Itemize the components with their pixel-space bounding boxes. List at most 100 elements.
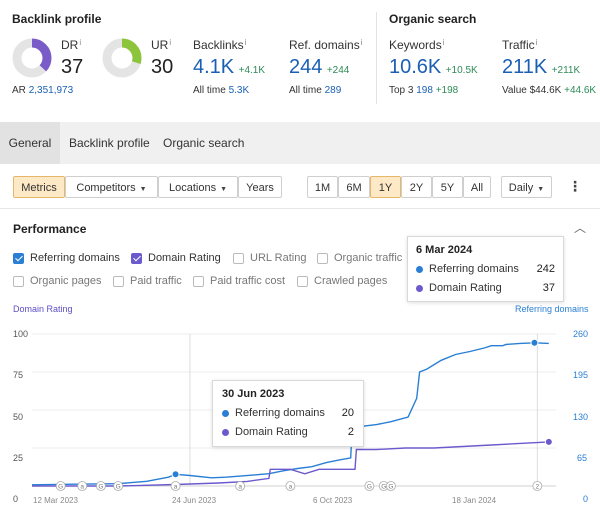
series-line-referring-domains: [31, 342, 549, 486]
tooltip-date: 30 Jun 2023: [222, 388, 285, 400]
range-1y[interactable]: 1Y: [370, 176, 401, 198]
ar-row: AR 2,351,973: [12, 85, 74, 96]
ref-domains-delta: +244: [326, 65, 350, 76]
range-all[interactable]: All: [463, 176, 491, 198]
checkbox-organic-pages[interactable]: [13, 276, 24, 287]
ref-domains-value-row: 244 +244: [289, 56, 349, 79]
backlinks-value[interactable]: 4.1K: [193, 56, 235, 78]
ur-label: URi: [151, 38, 172, 52]
competitors-dropdown[interactable]: Competitors ▼: [65, 176, 158, 198]
info-icon[interactable]: i: [360, 38, 363, 47]
annotation-marker-label: 2: [536, 484, 540, 491]
annotation-marker: [285, 481, 296, 491]
dr-value: 37: [61, 56, 84, 78]
series-line-domain-rating: [32, 441, 549, 487]
checkbox-paid-traffic-cost[interactable]: [193, 276, 204, 287]
data-point: [544, 437, 553, 446]
left-tick: 25: [13, 453, 24, 463]
x-tick: 24 Jun 2023: [172, 496, 217, 505]
tooltip-value: 242: [536, 263, 555, 275]
tooltip-row-domain-rating: Domain Rating: [222, 426, 308, 438]
range-6m[interactable]: 6M: [338, 176, 370, 198]
tooltip-row-domain-rating: Domain Rating: [416, 282, 502, 294]
checkbox-label: Organic traffic: [334, 252, 403, 264]
info-icon[interactable]: i: [244, 38, 247, 47]
checkbox-referring-domains[interactable]: [13, 253, 24, 264]
metrics-button[interactable]: Metrics: [13, 176, 65, 198]
dr-donut-icon: [12, 38, 52, 78]
chevron-down-icon: ▼: [537, 186, 545, 193]
annotation-marker: [170, 481, 181, 491]
annotation-marker-label: a: [174, 484, 178, 491]
interval-dropdown[interactable]: Daily ▼: [501, 176, 552, 198]
traffic-value[interactable]: 211K: [502, 56, 548, 78]
ur-donut-icon: [102, 38, 142, 78]
tooltip-row-referring-domains: Referring domains: [222, 407, 325, 419]
left-tick: 100: [13, 329, 29, 339]
right-tick: 260: [573, 329, 589, 339]
traffic-label: Traffici: [502, 38, 538, 52]
keywords-value[interactable]: 10.6K: [389, 56, 442, 78]
chevron-down-icon: ▼: [139, 186, 147, 193]
checkbox-label: Referring domains: [30, 252, 120, 264]
years-button[interactable]: Years: [238, 176, 282, 198]
annotation-marker-label: G: [388, 484, 393, 491]
backlinks-value-row: 4.1K +4.1K: [193, 56, 265, 79]
chevron-down-icon: ▼: [220, 186, 228, 193]
tooltip-value: 20: [341, 407, 354, 419]
range-1m[interactable]: 1M: [307, 176, 338, 198]
tab-general[interactable]: General: [0, 122, 60, 164]
tooltip-value: 37: [542, 282, 555, 294]
checkbox-paid-traffic[interactable]: [113, 276, 124, 287]
ref-domains-sub: All time 289: [289, 85, 342, 96]
left-tick: 0: [13, 494, 19, 504]
annotation-marker: [532, 481, 543, 491]
annotation-marker-label: a: [289, 484, 293, 491]
x-tick: 12 Mar 2023: [33, 496, 78, 505]
annotation-marker-label: G: [58, 484, 63, 491]
collapse-chevron-icon[interactable]: ︿: [574, 221, 587, 235]
info-icon[interactable]: i: [442, 38, 445, 47]
annotation-marker-label: G: [381, 484, 386, 491]
annotation-marker: [386, 481, 396, 491]
tab-organic-search[interactable]: Organic search: [163, 136, 245, 150]
dr-label: DRi: [61, 38, 82, 52]
right-axis-title: Referring domains: [515, 304, 589, 314]
backlinks-label: Backlinksi: [193, 38, 247, 52]
range-2y[interactable]: 2Y: [401, 176, 432, 198]
locations-dropdown[interactable]: Locations ▼: [158, 176, 238, 198]
info-icon[interactable]: i: [79, 38, 82, 47]
tooltip-value: 2: [347, 426, 354, 438]
backlinks-delta: +4.1K: [238, 65, 266, 76]
tooltip-selected-point: 30 Jun 2023 Referring domains 20 Domain …: [212, 380, 364, 447]
ref-domains-value[interactable]: 244: [289, 56, 323, 78]
range-5y[interactable]: 5Y: [432, 176, 463, 198]
annotation-marker-label: a: [238, 484, 242, 491]
section-divider: [376, 12, 377, 104]
toolbar-divider: [0, 208, 600, 209]
annotation-marker-label: a: [80, 484, 84, 491]
right-tick: 195: [573, 370, 589, 380]
checkbox-url-rating[interactable]: [233, 253, 244, 264]
annotation-marker-label: G: [116, 484, 121, 491]
keywords-value-row: 10.6K +10.5K: [389, 56, 478, 79]
left-axis-title: Domain Rating: [13, 304, 73, 314]
more-options-icon[interactable]: ⋮: [568, 178, 582, 194]
ur-value: 30: [151, 56, 174, 78]
keywords-delta: +10.5K: [445, 65, 478, 76]
info-icon[interactable]: i: [535, 38, 538, 47]
tab-backlink-profile[interactable]: Backlink profile: [69, 136, 150, 150]
data-point: [171, 470, 180, 479]
ref-domains-label: Ref. domainsi: [289, 38, 363, 52]
annotation-marker-label: G: [367, 484, 372, 491]
right-tick: 0: [583, 494, 589, 504]
checkbox-label: Paid traffic cost: [210, 275, 285, 287]
tooltip-hover-point: 6 Mar 2024 Referring domains 242 Domain …: [407, 236, 564, 302]
traffic-sub: Value $44.6K +44.6K: [502, 85, 597, 96]
info-icon[interactable]: i: [169, 38, 172, 47]
checkbox-crawled-pages[interactable]: [297, 276, 308, 287]
checkbox-organic-traffic[interactable]: [317, 253, 328, 264]
ar-value[interactable]: 2,351,973: [28, 85, 74, 96]
tooltip-row-referring-domains: Referring domains: [416, 263, 519, 275]
checkbox-domain-rating[interactable]: [131, 253, 142, 264]
